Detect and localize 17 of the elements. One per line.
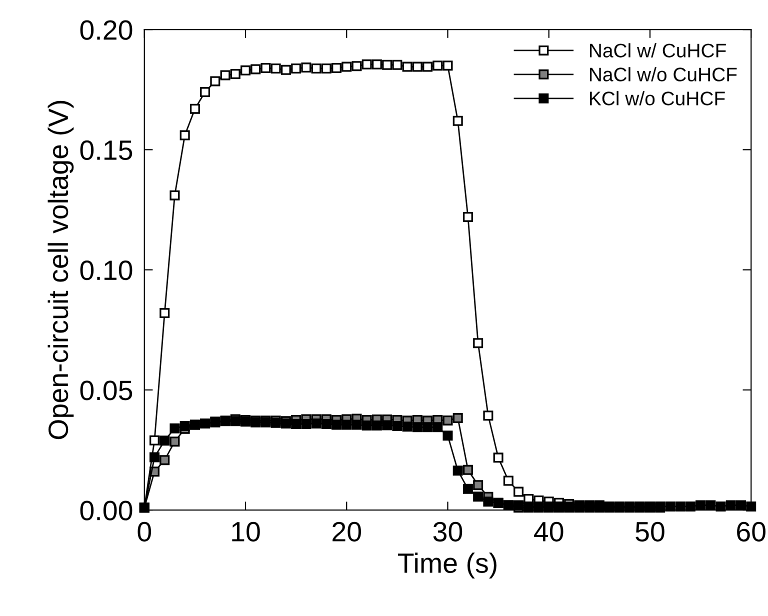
legend-label: NaCl w/o CuHCF: [590, 67, 737, 82]
y-tick-label: 0.10: [80, 260, 132, 280]
y-tick-label: 0.15: [80, 140, 132, 160]
x-tick-label: 0: [138, 522, 152, 542]
y-axis-title: Open-circuit cell voltage (V): [48, 100, 74, 440]
x-tick-label: 40: [534, 522, 564, 542]
x-tick-label: 30: [433, 522, 462, 542]
x-tick-label: 10: [232, 522, 260, 542]
legend-label: KCl w/o CuHCF: [590, 91, 725, 106]
y-tick-label: 0.05: [80, 380, 132, 400]
x-tick-label: 20: [332, 522, 361, 542]
legend-label: NaCl w/ CuHCF: [590, 43, 726, 58]
y-tick-label: 0.00: [80, 500, 132, 520]
x-tick-label: 60: [737, 522, 766, 542]
x-tick-label: 50: [636, 522, 664, 542]
x-axis-title: Time (s): [398, 552, 496, 578]
y-tick-label: 0.20: [80, 20, 132, 40]
